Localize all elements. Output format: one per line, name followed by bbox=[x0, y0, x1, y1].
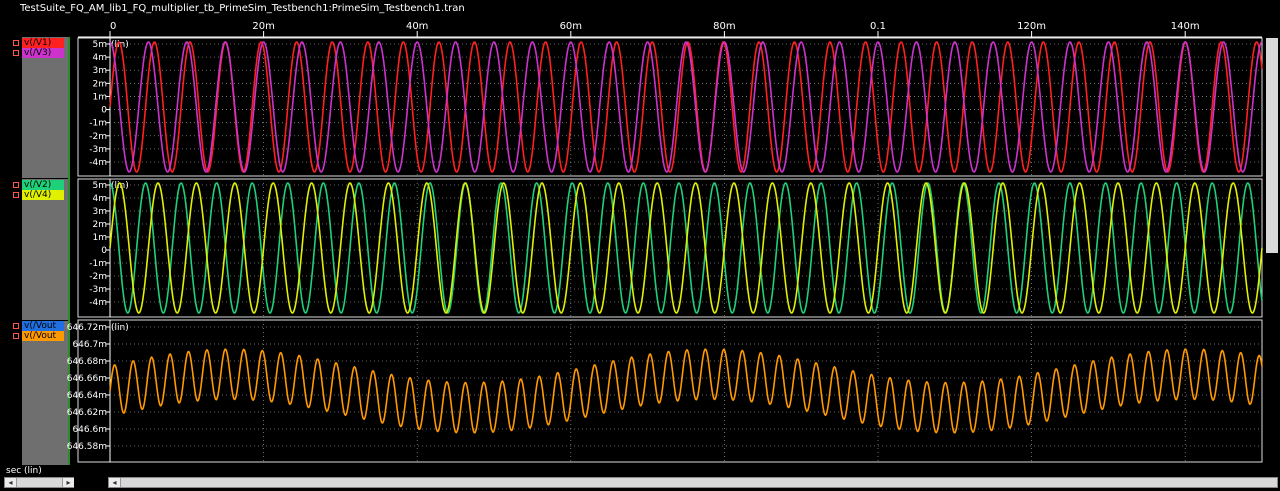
legend-horizontal-scrollbar[interactable]: ◂ ▸ bbox=[4, 477, 74, 488]
y-tick-label: 5m bbox=[93, 40, 108, 50]
y-tick-label: -3m bbox=[89, 285, 107, 295]
legend-marker-v4[interactable] bbox=[13, 192, 19, 198]
x-tick-label-top: 60m bbox=[560, 21, 582, 32]
window-title: TestSuite_FQ_AM_lib1_FQ_multiplier_tb_Pr… bbox=[0, 0, 1280, 17]
y-tick-label: 646.66m bbox=[67, 374, 107, 384]
plot-panel-frame bbox=[77, 319, 1263, 463]
y-tick-label: 646.58m bbox=[67, 442, 107, 452]
legend-marker-v3[interactable] bbox=[13, 50, 19, 56]
y-tick-label: -2m bbox=[89, 272, 107, 282]
legend-marker-v1[interactable] bbox=[13, 40, 19, 46]
waveform-chart[interactable]: 0020m20m40m40m60m60m80m80m0.10.1120m120m… bbox=[0, 0, 1280, 465]
trace-vv2 bbox=[109, 182, 1263, 314]
y-tick-label: 2m bbox=[93, 79, 108, 89]
time-horizontal-scrollbar[interactable]: ◂ bbox=[108, 477, 1278, 488]
trace-vv4 bbox=[109, 182, 1263, 314]
bottom-bar: sec (lin) ◂ ▸ ◂ bbox=[0, 465, 1280, 491]
y-tick-label: 0 bbox=[101, 246, 107, 256]
legend-strip-panel-2 bbox=[22, 179, 68, 320]
trace-vv1 bbox=[109, 41, 1263, 173]
y-tick-label: 3m bbox=[93, 207, 108, 217]
y-tick-label: 0 bbox=[101, 106, 107, 116]
x-tick-label-top: 120m bbox=[1017, 21, 1046, 32]
scroll-left-arrow-icon[interactable]: ◂ bbox=[5, 478, 17, 487]
x-tick-label-top: 80m bbox=[713, 21, 735, 32]
x-axis-label: sec (lin) bbox=[6, 466, 42, 476]
plot-panel-frame bbox=[77, 37, 1263, 177]
trace-vvout bbox=[109, 348, 1263, 434]
legend-item-vout-a[interactable]: v(/Vout bbox=[22, 321, 64, 331]
legend-strip-panel-1 bbox=[22, 37, 68, 178]
y-tick-label: 1m bbox=[93, 92, 108, 102]
y-scale-label: (lin) bbox=[111, 181, 129, 191]
trace-vv3 bbox=[109, 41, 1263, 173]
x-tick-label-top: 140m bbox=[1171, 21, 1200, 32]
y-tick-label: 646.7m bbox=[72, 340, 107, 350]
vertical-scrollbar[interactable] bbox=[1266, 38, 1278, 253]
y-tick-label: 3m bbox=[93, 66, 108, 76]
y-tick-label: -2m bbox=[89, 132, 107, 142]
y-scale-label: (lin) bbox=[111, 323, 129, 333]
time-scroll-left-arrow-icon[interactable]: ◂ bbox=[109, 478, 121, 487]
y-tick-label: 4m bbox=[93, 194, 108, 204]
panel-selection-rail bbox=[68, 37, 70, 465]
y-tick-label: 1m bbox=[93, 233, 108, 243]
y-tick-label: -1m bbox=[89, 119, 107, 129]
y-tick-label: 646.62m bbox=[67, 408, 107, 418]
y-tick-label: 646.72m bbox=[67, 323, 107, 333]
y-tick-label: -4m bbox=[89, 298, 107, 308]
legend-item-v4[interactable]: v(/V4) bbox=[22, 190, 64, 200]
y-tick-label: 646.64m bbox=[67, 391, 107, 401]
y-tick-label: 2m bbox=[93, 220, 108, 230]
x-tick-label-top: 0.1 bbox=[870, 21, 886, 32]
y-tick-label: 5m bbox=[93, 181, 108, 191]
y-tick-label: -1m bbox=[89, 259, 107, 269]
y-tick-label: 4m bbox=[93, 53, 108, 63]
legend-item-v1[interactable]: v(/V1) bbox=[22, 38, 64, 48]
legend-marker-v2[interactable] bbox=[13, 182, 19, 188]
legend-marker-vout-b[interactable] bbox=[13, 333, 19, 339]
x-tick-label-top: 0 bbox=[110, 21, 116, 32]
legend-item-v2[interactable]: v(/V2) bbox=[22, 180, 64, 190]
legend-marker-vout-a[interactable] bbox=[13, 323, 19, 329]
x-tick-label-top: 20m bbox=[252, 21, 274, 32]
y-tick-label: 646.68m bbox=[67, 357, 107, 367]
x-tick-label-top: 40m bbox=[406, 21, 428, 32]
y-tick-label: -3m bbox=[89, 145, 107, 155]
legend-item-v3[interactable]: v(/V3) bbox=[22, 48, 64, 58]
y-tick-label: -4m bbox=[89, 158, 107, 168]
legend-item-vout-b[interactable]: v(/Vout bbox=[22, 331, 64, 341]
scroll-right-arrow-icon[interactable]: ▸ bbox=[62, 478, 74, 487]
legend-column: v(/V1) v(/V3) v(/V2) v(/V4) v(/Vout v(/V… bbox=[0, 17, 76, 465]
y-tick-label: 646.6m bbox=[72, 425, 107, 435]
legend-strip-panel-3 bbox=[22, 321, 68, 465]
